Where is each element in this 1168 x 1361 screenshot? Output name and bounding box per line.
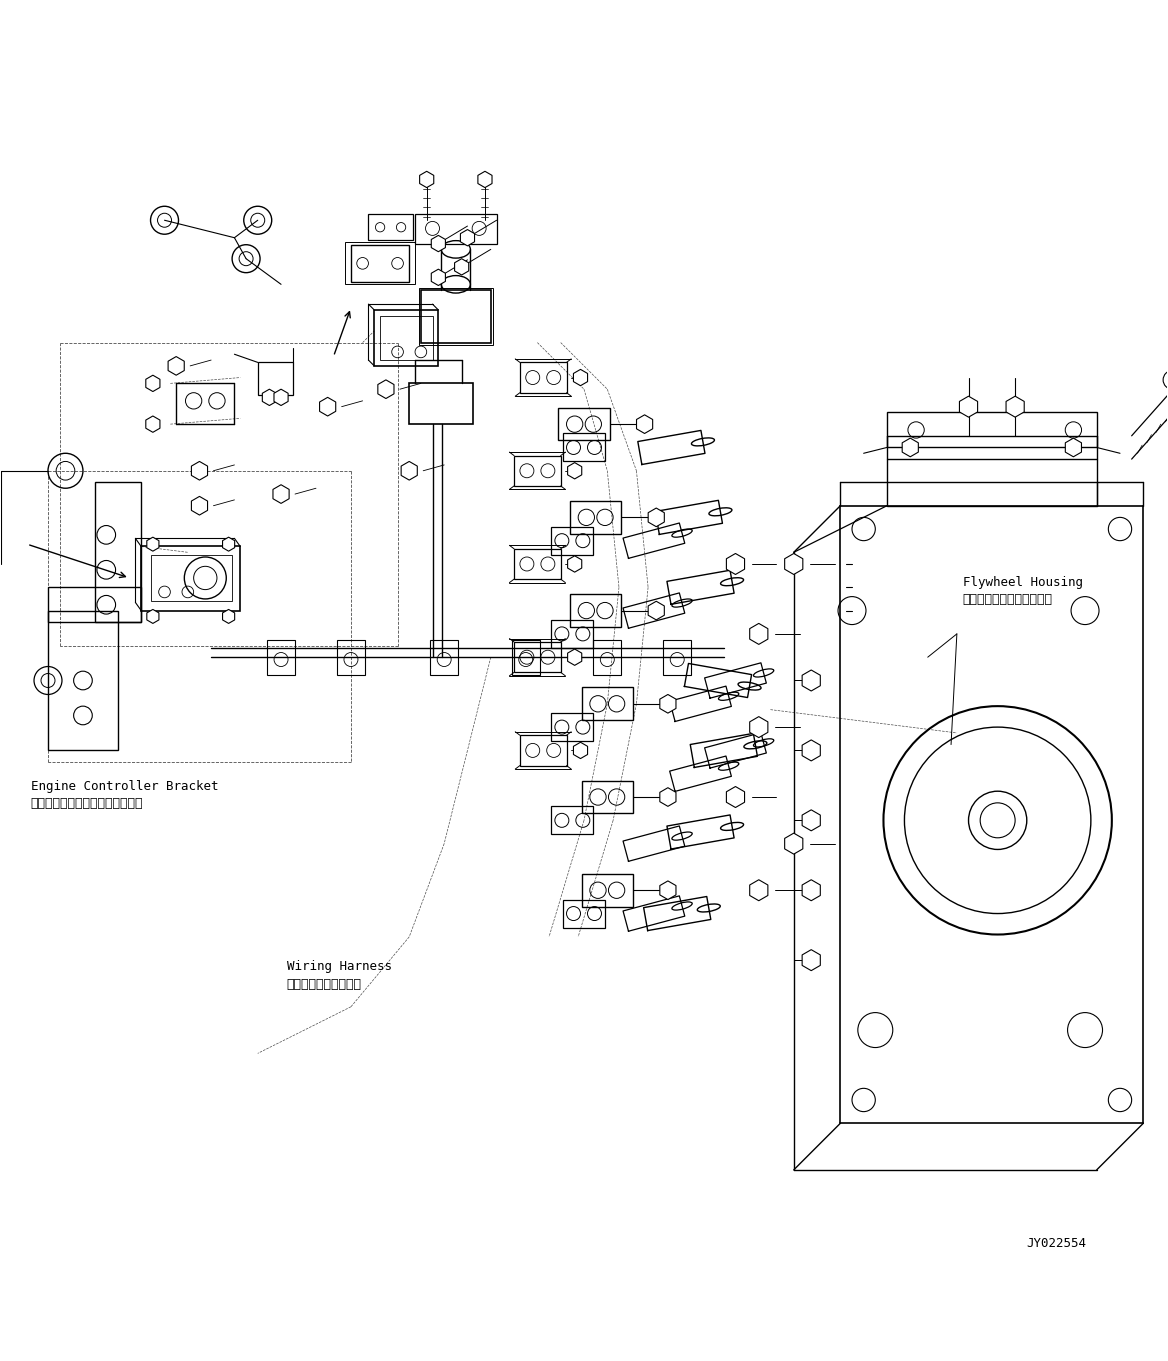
Text: Engine Controller Bracket: Engine Controller Bracket [30,780,218,792]
Bar [420,290,491,343]
Text: フライホイールハウジング: フライホイールハウジング [962,593,1052,606]
Bar [520,735,566,765]
Bar [558,408,610,441]
Bar [551,713,593,742]
Bar [563,433,605,461]
Bar [551,806,593,834]
Text: Wiring Harness: Wiring Harness [287,960,392,973]
Bar [95,482,141,622]
Bar [512,640,540,675]
Bar [141,547,241,611]
Bar [258,362,293,395]
Bar [570,595,621,627]
Bar [563,900,605,928]
Text: エンジンコントローラブラケット: エンジンコントローラブラケット [30,798,142,810]
Bar [582,687,633,720]
Bar [368,215,412,240]
Bar [887,459,1097,506]
Bar [151,555,232,602]
Bar [338,640,364,675]
Bar [345,242,415,284]
Bar [663,640,691,675]
Text: ワイヤリングハーネス: ワイヤリングハーネス [287,977,362,991]
Bar [887,412,1097,448]
Bar [48,588,141,622]
Bar [514,548,561,580]
Bar [593,640,621,675]
Bar [350,245,409,282]
Bar [551,619,593,648]
Bar [380,316,432,361]
Bar [514,456,561,486]
Text: Flywheel Housing: Flywheel Housing [962,576,1083,588]
Bar [374,310,438,366]
Bar [418,287,493,344]
Bar [551,527,593,555]
Bar [514,642,561,672]
Bar [582,781,633,814]
Bar [409,384,473,425]
Bar [415,215,496,244]
Bar [520,362,566,393]
Bar [430,640,458,675]
Bar [48,611,118,750]
Bar [267,640,296,675]
Bar [570,501,621,534]
Text: JY022554: JY022554 [1027,1237,1086,1251]
Bar [582,874,633,906]
